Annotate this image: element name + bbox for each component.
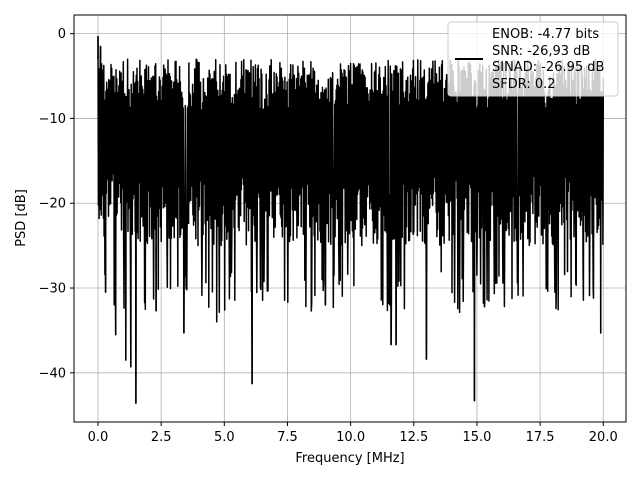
x-tick-label: 5.0 <box>214 430 235 445</box>
y-tick-label: −20 <box>39 197 66 212</box>
x-tick-label: 0.0 <box>88 430 109 445</box>
axis-ticks: 0.0 2.5 5.0 7.5 10.0 12.5 15.0 17.5 20.0 0 −10 −20 −… <box>39 27 618 445</box>
legend-box <box>447 21 619 97</box>
x-tick-label: 7.5 <box>277 430 298 445</box>
x-axis-label: Frequency [MHz] <box>295 451 404 466</box>
y-tick-label: 0 <box>58 27 66 42</box>
legend-line-enob: ENOB: -4.77 bits <box>492 27 599 42</box>
plot-frame <box>73 14 627 423</box>
legend-line-sfdr: SFDR: 0.2 <box>492 77 556 92</box>
legend-line-sinad: SINAD: -26.95 dB <box>492 60 604 75</box>
legend-line-snr: SNR: -26,93 dB <box>492 44 590 59</box>
x-tick-label: 20.0 <box>589 430 618 445</box>
psd-line <box>97 36 605 405</box>
x-tick-label: 15.0 <box>462 430 491 445</box>
y-axis-label: PSD [dB] <box>14 189 29 247</box>
y-tick-label: −10 <box>39 112 66 127</box>
x-tick-label: 10.0 <box>336 430 365 445</box>
legend: ENOB: -4.77 bits SNR: -26,93 dB SINAD: -… <box>447 21 619 97</box>
x-tick-label: 17.5 <box>526 430 555 445</box>
y-tick-label: −40 <box>39 366 66 381</box>
x-tick-label: 2.5 <box>151 430 172 445</box>
x-tick-label: 12.5 <box>399 430 428 445</box>
y-tick-label: −30 <box>39 282 66 297</box>
psd-series <box>97 36 605 405</box>
